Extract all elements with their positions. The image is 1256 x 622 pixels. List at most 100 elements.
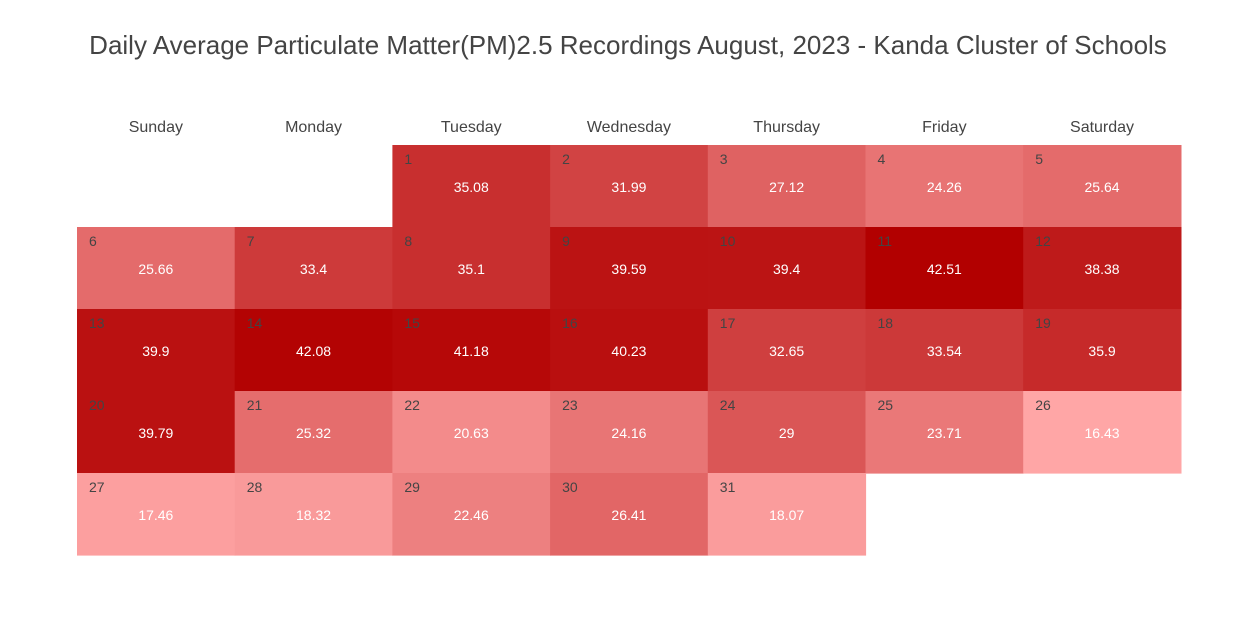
cell-value-label: 35.1 (458, 261, 485, 277)
day-cell-rect (77, 227, 236, 310)
cell-value-label: 16.43 (1085, 425, 1120, 441)
day-cell: 29 22.46 (392, 473, 551, 556)
day-cell: 24 29 (707, 391, 867, 474)
cell-value-label: 24.16 (611, 425, 646, 441)
weekday-header: Tuesday (441, 119, 502, 136)
day-cell: 12 38.38 (1023, 227, 1182, 310)
day-cell: 14 42.08 (234, 309, 393, 392)
cell-value-label: 35.9 (1088, 343, 1115, 359)
day-cell-rect (550, 145, 709, 228)
day-cell-rect (1023, 227, 1182, 310)
day-cell: 625.66 (77, 227, 236, 310)
weekday-header: Friday (922, 119, 966, 136)
day-cell: 22 20.63 (392, 391, 551, 474)
cell-value-label: 39.9 (142, 343, 169, 359)
cell-value-label: 22.46 (454, 507, 489, 523)
day-number: 9 (562, 233, 570, 249)
day-cell-rect (865, 145, 1024, 228)
cell-value-label: 39.4 (773, 261, 800, 277)
day-number: 10 (720, 233, 736, 249)
day-cell-rect (392, 145, 551, 228)
day-cell: 835.1 (392, 227, 551, 310)
cell-value-label: 42.51 (927, 261, 962, 277)
day-cell: 424.26 (865, 145, 1024, 228)
day-cell: 21 25.32 (234, 391, 393, 474)
day-cell: 19 35.9 (1023, 309, 1182, 392)
cell-value-label: 18.32 (296, 507, 331, 523)
weekday-header: Saturday (1070, 119, 1134, 136)
cell-value-label: 24.26 (927, 179, 962, 195)
day-number: 3 (720, 151, 728, 167)
day-number: 5 (1035, 151, 1043, 167)
day-cell-rect (550, 473, 709, 556)
day-cell-rect (234, 309, 393, 392)
day-number: 7 (247, 233, 255, 249)
day-number: 27 (89, 479, 105, 495)
day-cell: 20 39.79 (77, 391, 236, 474)
day-number: 26 (1035, 397, 1051, 413)
day-cell: 31 18.07 (707, 473, 867, 556)
day-cell: 30 26.41 (550, 473, 709, 556)
day-cell-rect (77, 473, 236, 556)
day-cell-rect (865, 309, 1024, 392)
cell-value-label: 25.64 (1085, 179, 1120, 195)
day-cell-rect (707, 309, 867, 392)
cell-value-label: 18.07 (769, 507, 804, 523)
day-cell: 23 24.16 (550, 391, 709, 474)
day-cell: 16 40.23 (550, 309, 709, 392)
cell-value-label: 40.23 (611, 343, 646, 359)
day-number: 15 (404, 315, 420, 331)
day-cell-rect (392, 391, 551, 474)
cell-value-label: 33.4 (300, 261, 327, 277)
day-cell: 327.12 (707, 145, 867, 228)
day-number: 17 (720, 315, 736, 331)
day-cell: 939.59 (550, 227, 709, 310)
cell-value-label: 27.12 (769, 179, 804, 195)
day-cell: 11 42.51 (865, 227, 1024, 310)
day-cell: 17 32.65 (707, 309, 867, 392)
day-cell: 135.08 (392, 145, 551, 228)
day-cell-rect (865, 391, 1024, 474)
day-cell-rect (550, 227, 709, 310)
day-cell: 28 18.32 (234, 473, 393, 556)
day-cells: 135.08231.99327.12424.26525.64625.66733.… (77, 145, 1182, 556)
day-cell: 18 33.54 (865, 309, 1024, 392)
day-cell-rect (1023, 309, 1182, 392)
day-cell: 13 39.9 (77, 309, 236, 392)
cell-value-label: 35.08 (454, 179, 489, 195)
cell-value-label: 39.59 (611, 261, 646, 277)
day-number: 16 (562, 315, 578, 331)
day-number: 14 (247, 315, 263, 331)
day-cell-rect (234, 227, 393, 310)
cell-value-label: 17.46 (138, 507, 173, 523)
day-cell-rect (234, 473, 393, 556)
day-cell-rect (392, 309, 551, 392)
cell-value-label: 23.71 (927, 425, 962, 441)
day-cell-rect (1023, 145, 1182, 228)
cell-value-label: 41.18 (454, 343, 489, 359)
weekday-header: Thursday (753, 119, 820, 136)
day-number: 13 (89, 315, 105, 331)
day-cell: 10 39.4 (707, 227, 867, 310)
cell-value-label: 31.99 (611, 179, 646, 195)
day-cell-rect (234, 391, 393, 474)
day-cell-rect (550, 309, 709, 392)
day-cell: 733.4 (234, 227, 393, 310)
day-cell-rect (707, 473, 867, 556)
weekday-header: Sunday (129, 119, 183, 136)
day-number: 18 (878, 315, 894, 331)
weekday-header: Wednesday (587, 119, 671, 136)
cell-value-label: 42.08 (296, 343, 331, 359)
cell-value-label: 32.65 (769, 343, 804, 359)
cell-value-label: 39.79 (138, 425, 173, 441)
day-cell-rect (707, 227, 867, 310)
cell-value-label: 38.38 (1085, 261, 1120, 277)
weekday-header: Monday (285, 119, 342, 136)
chart-title: Daily Average Particulate Matter(PM)2.5 … (89, 30, 1167, 60)
day-number: 25 (878, 397, 894, 413)
day-number: 30 (562, 479, 578, 495)
day-number: 8 (404, 233, 412, 249)
weekday-headers: Sunday Monday Tuesday Wednesday Thursday Frid… (129, 119, 1134, 136)
day-cell: 525.64 (1023, 145, 1182, 228)
